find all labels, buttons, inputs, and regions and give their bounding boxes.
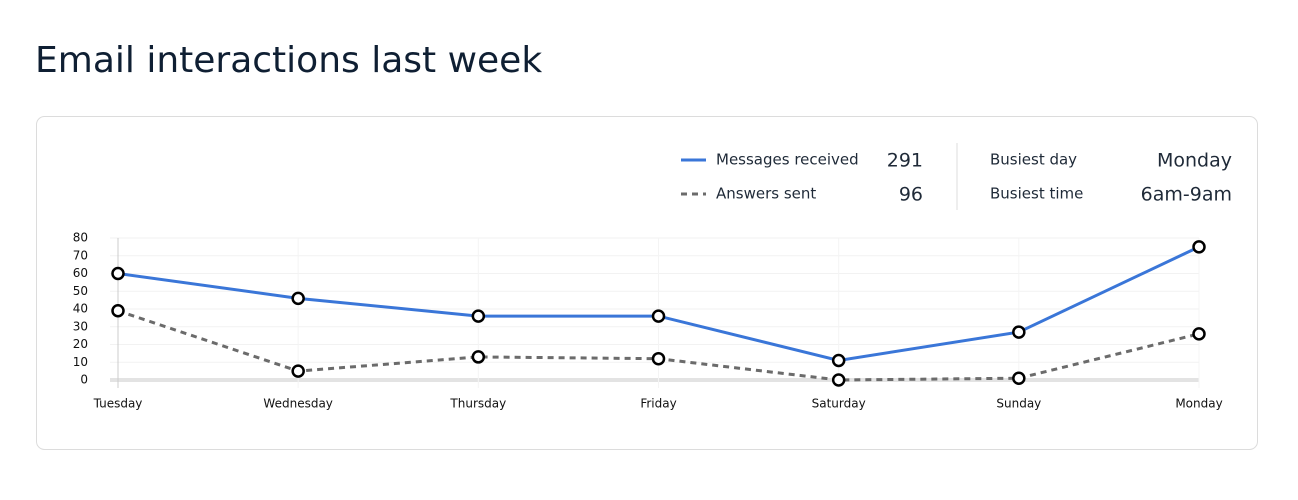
y-tick-label: 80 — [73, 231, 88, 245]
legend-label: Answers sent — [716, 185, 816, 203]
point-marker — [1012, 371, 1026, 385]
point-marker — [1192, 327, 1206, 341]
point-marker — [471, 309, 486, 323]
x-tick-label: Tuesday — [93, 397, 143, 411]
stat-value: Monday — [1157, 150, 1232, 172]
stat-value: 6am-9am — [1141, 184, 1232, 206]
point-marker — [831, 373, 846, 387]
x-tick-label: Sunday — [996, 397, 1041, 411]
point-marker — [651, 351, 666, 366]
stat-label: Busiest day — [990, 151, 1077, 169]
point-marker — [651, 309, 666, 323]
x-tick-label: Monday — [1175, 397, 1222, 411]
point-marker — [291, 364, 305, 378]
legend-label: Messages received — [716, 151, 859, 169]
x-tick-label: Friday — [640, 397, 676, 411]
page-title: Email interactions last week — [35, 40, 542, 81]
point-marker — [291, 291, 305, 306]
y-tick-label: 50 — [73, 284, 88, 298]
point-marker — [1012, 325, 1026, 339]
point-marker — [831, 353, 846, 368]
y-tick-label: 30 — [73, 319, 88, 333]
point-marker — [1192, 240, 1206, 254]
y-tick-label: 60 — [73, 266, 88, 280]
y-tick-label: 70 — [73, 248, 88, 262]
y-tick-label: 20 — [73, 337, 88, 351]
y-tick-label: 0 — [80, 373, 88, 387]
point-marker — [111, 266, 125, 281]
y-tick-label: 40 — [73, 302, 88, 316]
point-marker — [111, 304, 125, 318]
y-tick-label: 10 — [73, 355, 88, 369]
x-tick-label: Thursday — [449, 397, 506, 411]
legend-total: 291 — [887, 150, 923, 172]
x-tick-label: Wednesday — [263, 397, 332, 411]
point-marker — [471, 350, 486, 364]
legend-total: 96 — [899, 184, 923, 206]
stat-label: Busiest time — [990, 185, 1083, 203]
x-tick-label: Saturday — [812, 397, 866, 411]
